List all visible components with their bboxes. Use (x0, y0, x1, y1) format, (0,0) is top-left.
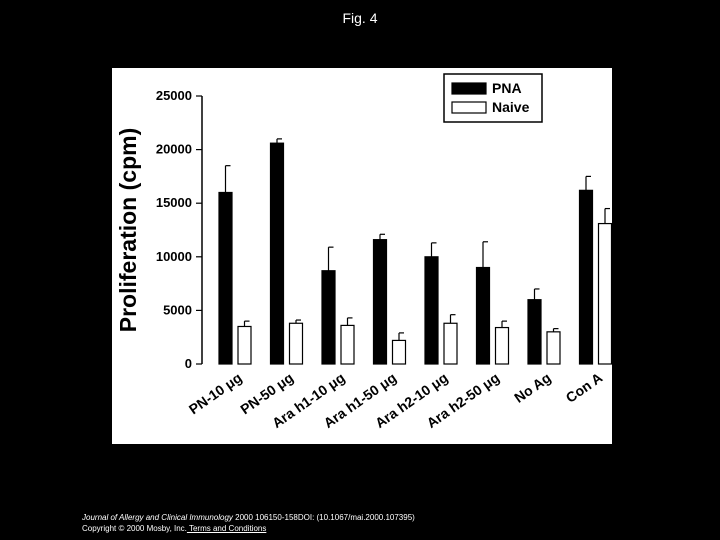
bar-pna (578, 189, 594, 365)
figure-title: Fig. 4 (342, 10, 378, 26)
bar-pna (321, 270, 336, 365)
bar-naive (391, 339, 407, 365)
bar-pna (372, 239, 388, 365)
y-axis-label: Proliferation (cpm) (115, 128, 141, 332)
terms-link[interactable]: Terms and Conditions (186, 524, 267, 533)
bar-pna (527, 299, 542, 365)
y-axis: 0 5000 10000 15000 20000 25000 (156, 88, 203, 371)
legend-label-pna: PNA (492, 80, 522, 96)
y-tick-label: 10000 (156, 249, 192, 264)
x-tick-label: Con A (563, 369, 606, 405)
bar-naive (546, 331, 561, 365)
bar-pna (424, 256, 439, 365)
copyright-line: Copyright © 2000 Mosby, Inc. Terms and C… (82, 523, 415, 534)
legend-label-naive: Naive (492, 99, 530, 115)
citation-text: 2000 106150-158DOI: (10.1067/mai.2000.10… (232, 513, 415, 522)
footer: Journal of Allergy and Clinical Immunolo… (82, 512, 415, 534)
y-tick-label: 15000 (156, 195, 192, 210)
copyright-text: Copyright © 2000 Mosby, Inc. (82, 524, 187, 533)
bar-naive (288, 322, 304, 365)
journal-name: Journal of Allergy and Clinical Immunolo… (82, 513, 233, 522)
bar-naive (443, 322, 458, 365)
y-tick-label: 0 (185, 356, 192, 371)
legend-swatch-pna (451, 82, 487, 95)
bar-naive (597, 222, 612, 365)
bar-pna (218, 191, 233, 365)
legend-box (443, 73, 543, 123)
legend-swatch-naive (451, 101, 487, 114)
y-tick-label: 25000 (156, 88, 192, 103)
bar-naive (237, 325, 252, 365)
bar-pna (475, 266, 491, 365)
bar-chart: 0 5000 10000 15000 20000 25000 PN-10 μgPN-50 … (115, 73, 612, 431)
chart-panel: 0 5000 10000 15000 20000 25000 PN-10 μg PN-50 … (112, 68, 612, 444)
bar-pna (269, 142, 285, 365)
legend: PNA Naive (443, 73, 543, 123)
x-tick-label: PN-10 μg (186, 369, 245, 417)
x-tick-label: No Ag (511, 369, 554, 405)
bar-naive (340, 324, 355, 365)
y-tick-label: 5000 (163, 302, 192, 317)
y-tick-label: 20000 (156, 142, 192, 157)
bar-naive (494, 326, 510, 365)
citation-line: Journal of Allergy and Clinical Immunolo… (82, 512, 415, 523)
bars (218, 138, 612, 365)
